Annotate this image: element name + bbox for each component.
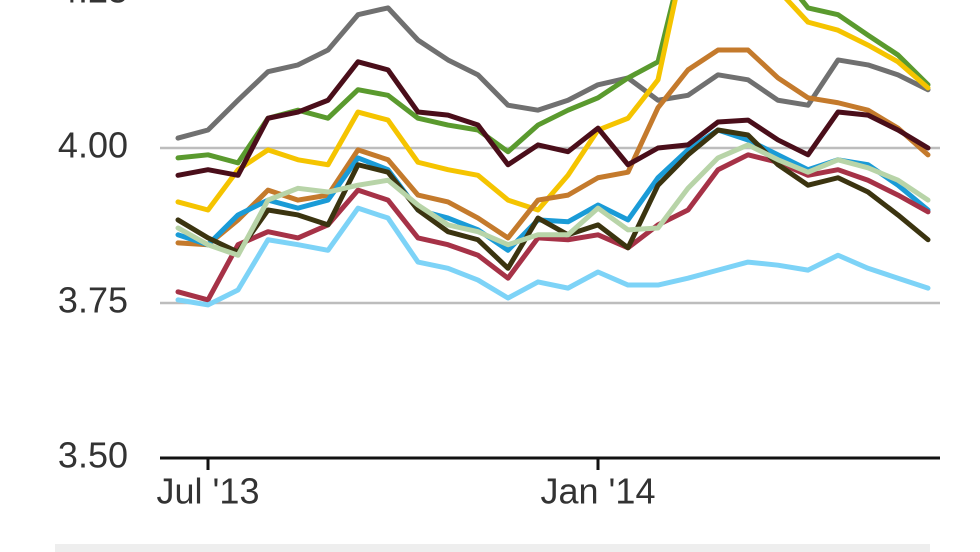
footer-bar [55, 544, 930, 552]
line-series [175, 205, 931, 308]
line-series [175, 59, 931, 178]
y-tick-label: 4.00 [58, 125, 128, 166]
line-series [175, 152, 931, 303]
y-tick-label: 3.75 [58, 280, 128, 321]
y-tick-label: 3.50 [58, 435, 128, 476]
y-tick-label: 4.25 [58, 0, 128, 11]
line-series [175, 142, 931, 258]
line-series [175, 127, 931, 253]
line-series [175, 5, 931, 141]
line-series [175, 127, 931, 271]
x-tick-label: Jul '13 [157, 471, 260, 512]
line-series [175, 0, 931, 213]
line-series [175, 47, 931, 248]
x-tick-label: Jan '14 [541, 471, 656, 512]
